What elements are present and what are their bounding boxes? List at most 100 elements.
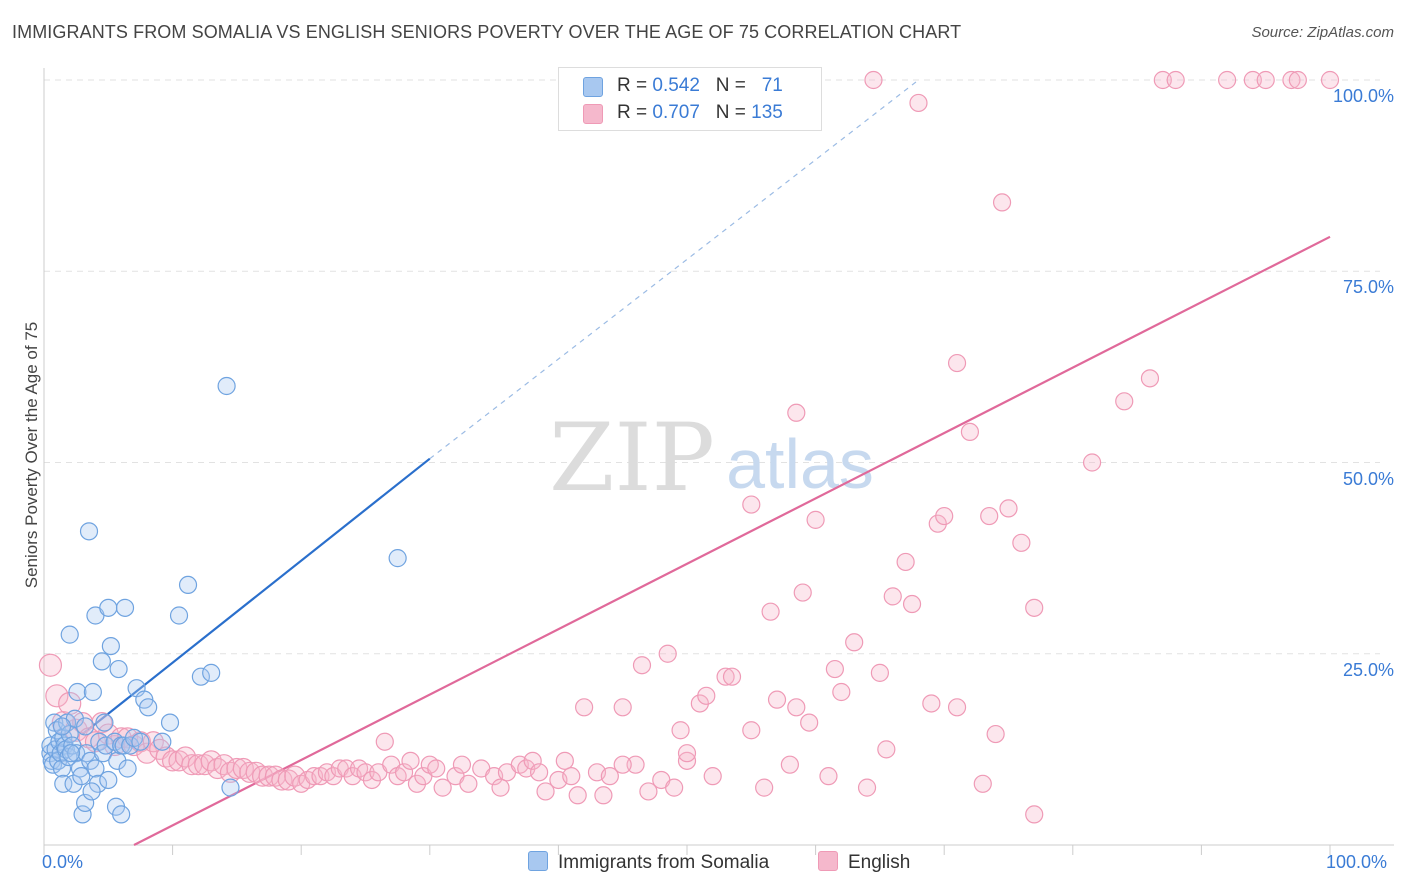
english-point bbox=[742, 721, 761, 740]
english-point bbox=[568, 786, 587, 805]
english-point bbox=[1153, 70, 1172, 90]
somalia-point bbox=[96, 736, 115, 755]
somalia-point bbox=[76, 717, 95, 736]
somalia-point bbox=[99, 598, 118, 617]
somalia-point bbox=[153, 732, 172, 751]
english-point bbox=[806, 510, 825, 529]
english-point bbox=[375, 732, 394, 751]
english-point bbox=[271, 769, 293, 791]
english-point bbox=[793, 583, 812, 602]
somalia-trend-line bbox=[81, 457, 431, 735]
somalia-point bbox=[217, 376, 236, 396]
axes bbox=[43, 68, 1394, 855]
english-point bbox=[960, 422, 980, 441]
english-point bbox=[742, 495, 761, 514]
somalia-point bbox=[68, 682, 87, 702]
english-point bbox=[1082, 453, 1102, 472]
english-point bbox=[716, 667, 735, 686]
y-tick-label: 50.0% bbox=[1342, 468, 1394, 489]
y-tick-label: 100.0% bbox=[1332, 86, 1394, 106]
legend-row-text: R = 0.542 N = 71 bbox=[617, 75, 783, 96]
somalia-point bbox=[178, 575, 198, 595]
english-point bbox=[613, 755, 632, 774]
somalia-point bbox=[72, 767, 91, 786]
somalia-point bbox=[99, 770, 118, 790]
somalia-point bbox=[202, 663, 221, 682]
english-point bbox=[394, 763, 414, 782]
series-legend: Immigrants from Somalia English bbox=[0, 851, 1406, 879]
english-point bbox=[703, 767, 722, 786]
english-point bbox=[194, 754, 216, 776]
english-point bbox=[819, 767, 838, 786]
somalia-trend-extension bbox=[429, 79, 919, 460]
english-point bbox=[1025, 598, 1044, 617]
english-swatch bbox=[583, 104, 603, 124]
y-tick-label: 75.0% bbox=[1342, 277, 1394, 298]
x-tick-label: 0.0% bbox=[42, 852, 84, 872]
english-point bbox=[594, 786, 613, 805]
r-value: 0.542 bbox=[652, 75, 700, 96]
somalia-point bbox=[131, 732, 150, 751]
somalia-point bbox=[118, 759, 137, 778]
x-tick-label: 100.0% bbox=[1326, 852, 1388, 872]
english-point bbox=[491, 778, 510, 797]
english-point bbox=[427, 759, 446, 778]
correlation-legend: R = 0.542 N = 71 R = 0.707 N = 135 bbox=[558, 67, 822, 131]
somalia-point bbox=[54, 774, 73, 793]
english-point bbox=[639, 782, 658, 801]
english-point bbox=[992, 193, 1012, 212]
english-point bbox=[264, 765, 287, 787]
english-point bbox=[922, 694, 941, 713]
english-point bbox=[909, 93, 928, 113]
english-point bbox=[155, 746, 177, 768]
english-point bbox=[973, 774, 992, 793]
somalia-point bbox=[109, 659, 128, 679]
english-point bbox=[999, 499, 1018, 518]
english-point bbox=[845, 633, 864, 652]
english-point bbox=[1025, 805, 1044, 824]
english-point bbox=[219, 761, 242, 783]
somalia-point bbox=[388, 549, 407, 568]
english-point bbox=[870, 663, 890, 682]
somalia-point bbox=[101, 636, 120, 656]
english-point bbox=[562, 767, 581, 786]
watermark-atlas: atlas bbox=[726, 425, 874, 503]
english-point bbox=[459, 774, 478, 793]
legend-item-somalia: Immigrants from Somalia bbox=[528, 851, 769, 874]
english-point bbox=[575, 698, 594, 717]
english-point bbox=[671, 721, 690, 740]
english-point bbox=[980, 506, 999, 526]
english-point bbox=[947, 353, 967, 373]
english-point bbox=[207, 757, 229, 780]
somalia-points bbox=[41, 376, 407, 824]
somalia-point bbox=[73, 805, 92, 824]
somalia-point bbox=[82, 782, 101, 801]
somalia-point bbox=[112, 805, 131, 824]
trend-lines bbox=[81, 79, 1331, 846]
legend-row-text: R = 0.707 N = 135 bbox=[617, 102, 783, 123]
english-point bbox=[896, 552, 915, 572]
english-point bbox=[555, 751, 574, 770]
english-point bbox=[38, 653, 63, 677]
english-point bbox=[626, 755, 645, 774]
english-point bbox=[401, 751, 420, 770]
grid bbox=[44, 79, 1380, 655]
somalia-point bbox=[86, 759, 105, 778]
somalia-point bbox=[95, 713, 114, 732]
somalia-point bbox=[60, 625, 79, 644]
english-point bbox=[232, 757, 254, 780]
english-point bbox=[935, 506, 954, 526]
english-point bbox=[665, 778, 684, 797]
somalia-point bbox=[108, 751, 127, 770]
english-point bbox=[902, 594, 922, 614]
english-point bbox=[523, 751, 542, 770]
english-point bbox=[780, 755, 799, 774]
somalia-point bbox=[221, 778, 240, 797]
y-tick-label: 25.0% bbox=[1342, 659, 1394, 680]
english-swatch bbox=[818, 851, 838, 871]
english-point bbox=[986, 724, 1005, 744]
english-point bbox=[1243, 70, 1262, 90]
english-point bbox=[697, 686, 716, 705]
english-point bbox=[787, 698, 806, 717]
